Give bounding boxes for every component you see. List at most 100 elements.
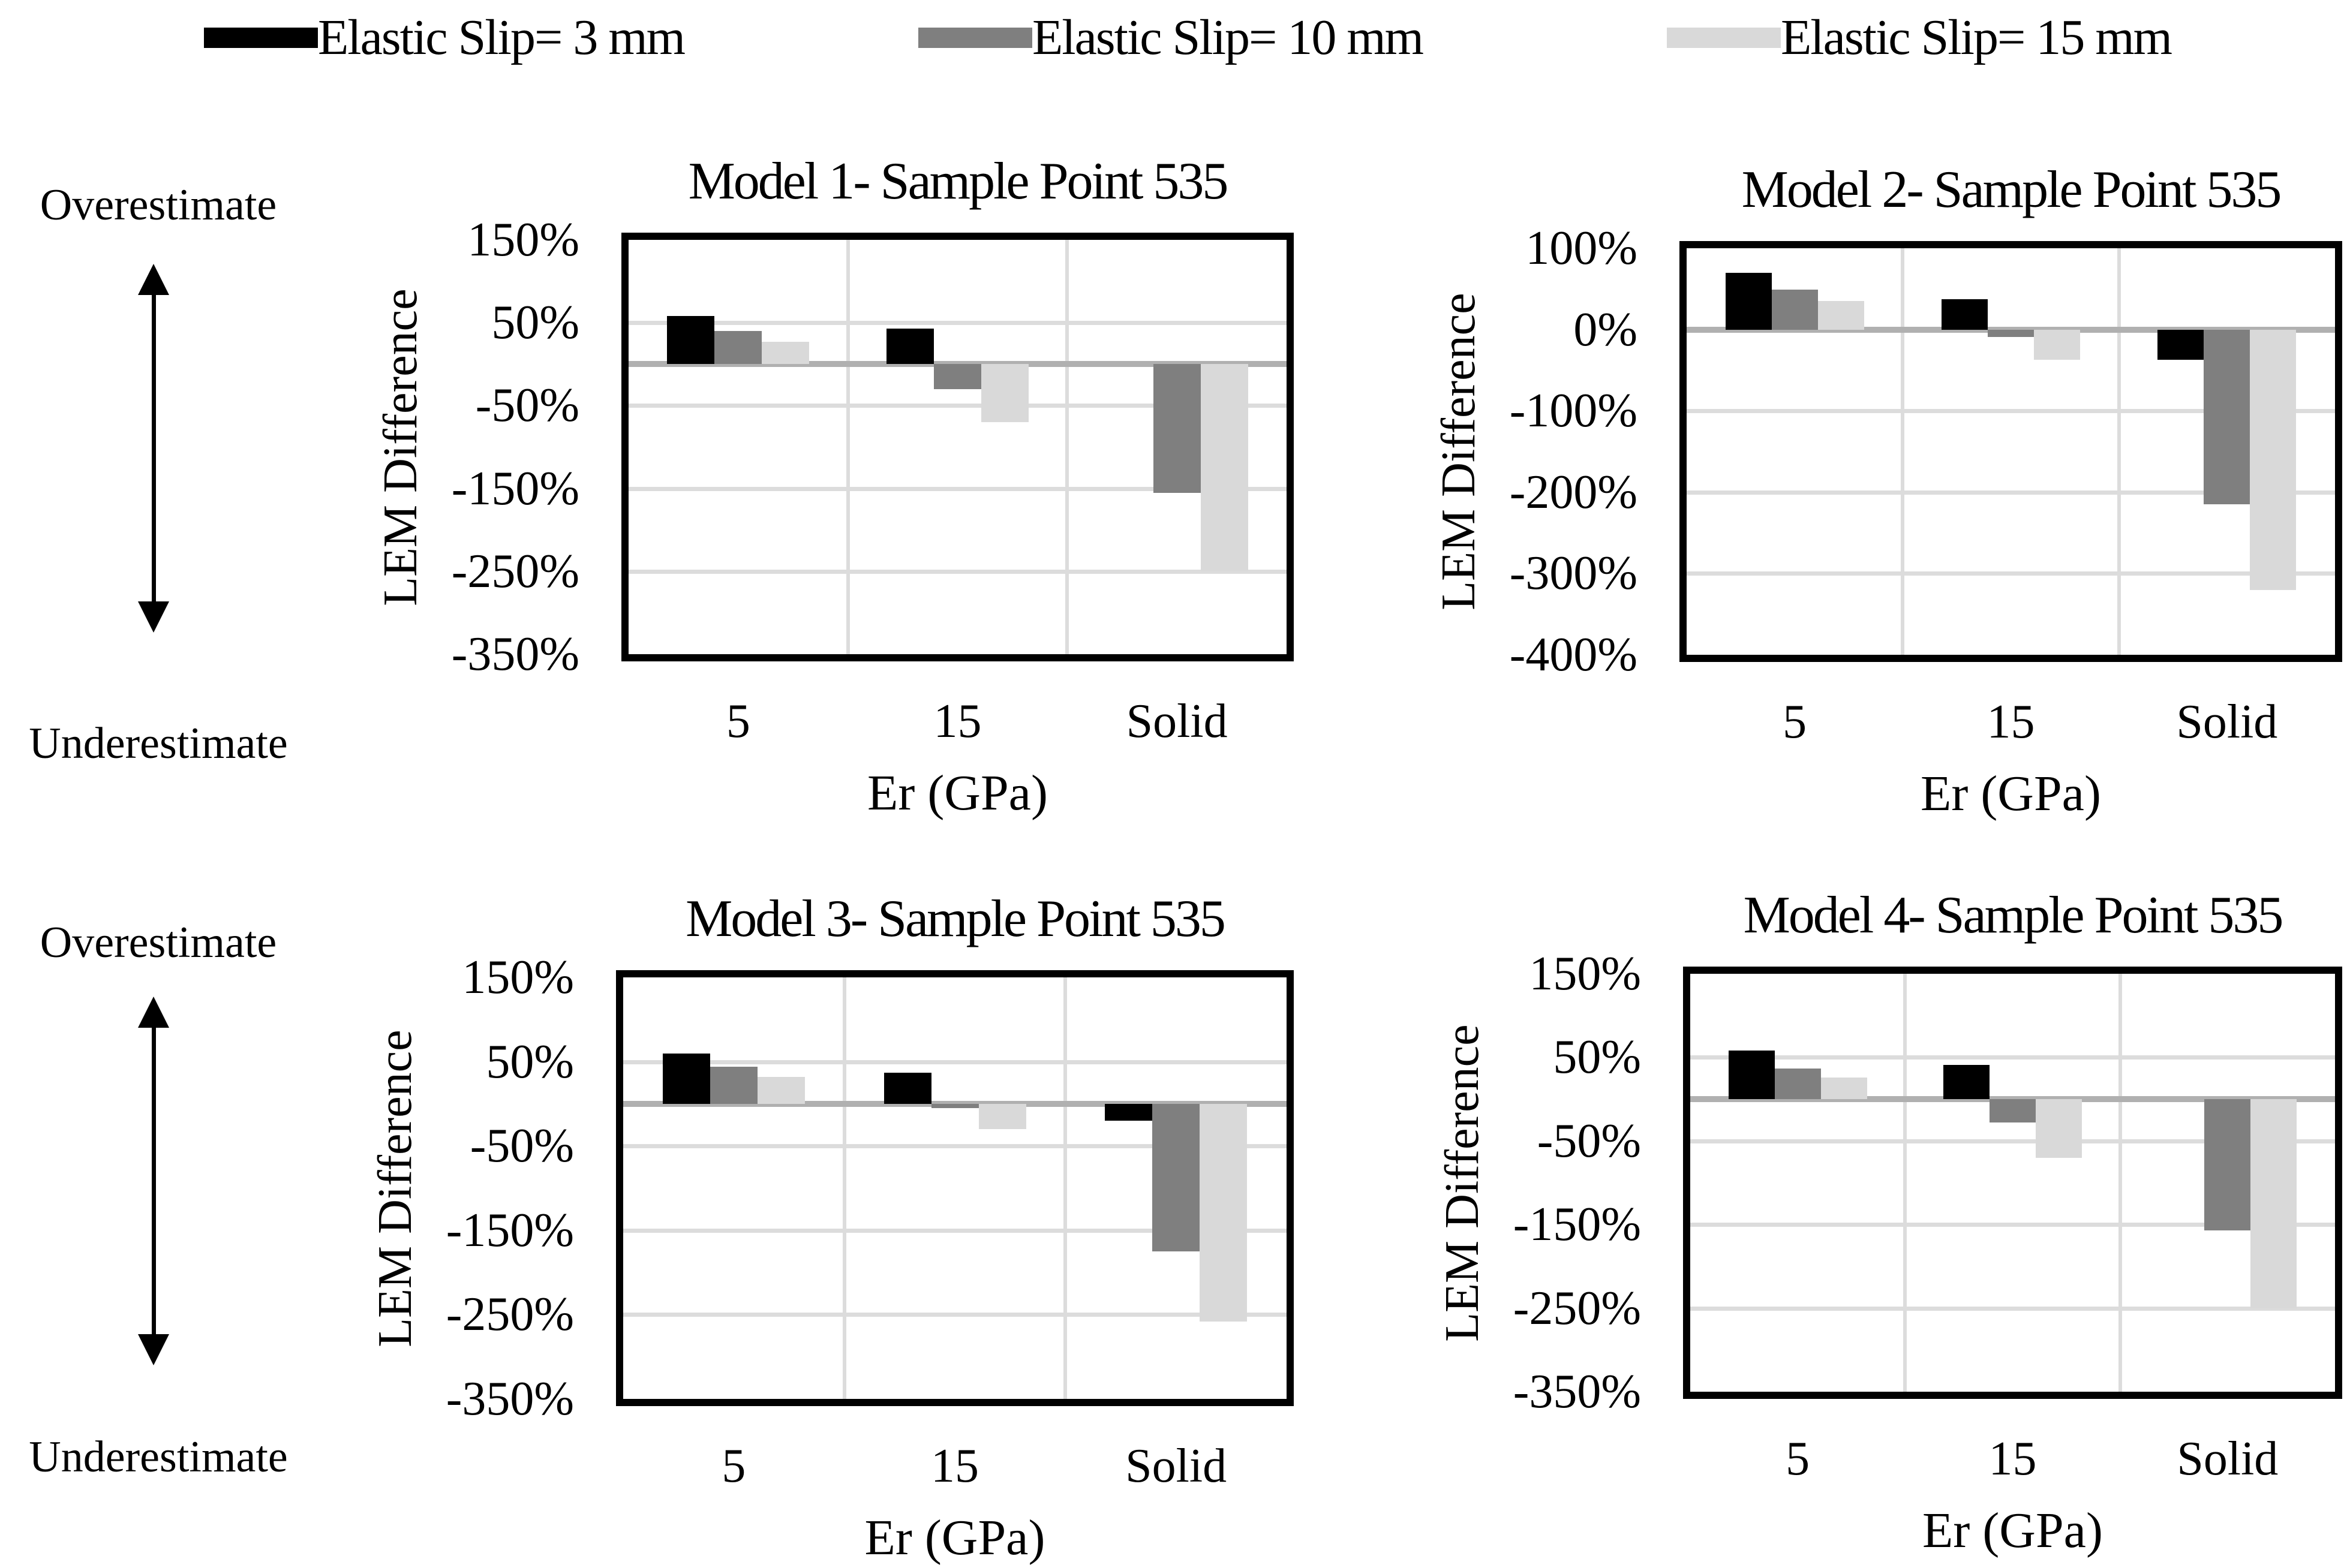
y-tick-label: -350% xyxy=(1513,1365,1641,1418)
gridline xyxy=(846,240,850,654)
bar xyxy=(1943,1064,1990,1100)
arrow-shaft xyxy=(151,1028,156,1334)
y-tick-label: -300% xyxy=(1509,547,1637,600)
y-tick-label: 150% xyxy=(467,213,579,266)
bar xyxy=(662,1053,710,1104)
legend-item: Elastic Slip= 3 mm xyxy=(204,5,686,71)
x-tick-label: Solid xyxy=(1126,695,1228,748)
bar xyxy=(978,1103,1026,1130)
y-tick-label: -350% xyxy=(451,628,579,681)
gridline xyxy=(1687,571,2335,576)
bar xyxy=(886,328,934,365)
bar xyxy=(1725,272,1772,330)
y-tick-label: -250% xyxy=(1513,1281,1641,1335)
gridline xyxy=(623,1228,1287,1233)
y-tick-label: -50% xyxy=(470,1119,574,1173)
gridline xyxy=(1690,1306,2335,1311)
bar xyxy=(2250,1099,2297,1308)
y-tick-label: -150% xyxy=(446,1203,574,1257)
y-axis-label: LEM Difference xyxy=(374,288,427,606)
bar xyxy=(1774,1068,1821,1100)
x-tick-label: 15 xyxy=(933,695,982,748)
gridline xyxy=(623,1060,1287,1064)
gridline xyxy=(2117,248,2121,655)
arrow-shaft xyxy=(151,295,156,601)
bar xyxy=(1771,290,1818,330)
y-axis-label: LEM Difference xyxy=(1432,293,1485,610)
bar xyxy=(2157,329,2204,360)
gridline xyxy=(1065,240,1069,654)
gridline xyxy=(1690,1223,2335,1227)
bar xyxy=(1152,1103,1200,1251)
y-tick-label: 150% xyxy=(462,951,574,1004)
bar xyxy=(1200,364,1248,571)
legend-item: Elastic Slip= 10 mm xyxy=(918,5,1424,71)
bar xyxy=(1988,329,2034,337)
y-axis-label: LEM Difference xyxy=(369,1029,422,1347)
y-tick-label: -400% xyxy=(1509,628,1637,681)
arrow-down-head xyxy=(138,1334,169,1365)
gridline xyxy=(1063,977,1068,1399)
y-tick-label: -150% xyxy=(451,462,579,515)
double-arrow-icon xyxy=(138,264,169,633)
arrow-up-head xyxy=(138,264,169,295)
y-tick-label: -50% xyxy=(1537,1114,1641,1167)
y-tick-label: -100% xyxy=(1509,384,1637,438)
legend-label: Elastic Slip= 3 mm xyxy=(318,10,686,65)
chart-title: Model 4- Sample Point 535 xyxy=(1743,886,2284,944)
gridline xyxy=(623,1313,1287,1317)
chart-title: Model 3- Sample Point 535 xyxy=(686,890,1226,948)
x-tick-label: 5 xyxy=(726,695,750,748)
y-axis-label: LEM Difference xyxy=(1436,1024,1489,1342)
y-tick-label: 50% xyxy=(491,296,579,350)
y-tick-label: 50% xyxy=(486,1035,574,1088)
bar xyxy=(934,364,981,389)
x-axis-label: Er (GPa) xyxy=(1922,1503,2103,1558)
gridline xyxy=(623,1144,1287,1149)
x-tick-label: 15 xyxy=(1988,1432,2037,1485)
gridline xyxy=(2118,974,2122,1392)
gridline xyxy=(1690,1139,2335,1143)
gridline xyxy=(1903,974,1907,1392)
bar xyxy=(2204,1099,2251,1230)
bar xyxy=(1200,1103,1248,1322)
double-arrow-icon xyxy=(138,997,169,1365)
chart-title: Model 2- Sample Point 535 xyxy=(1741,161,2282,219)
legend-swatch-gray xyxy=(918,28,1032,48)
x-tick-label: 5 xyxy=(1783,696,1807,748)
y-tick-label: -350% xyxy=(446,1373,574,1425)
chart-title: Model 1- Sample Point 535 xyxy=(688,152,1229,210)
legend-label: Elastic Slip= 10 mm xyxy=(1032,10,1424,65)
arrow-down-head xyxy=(138,601,169,633)
bar xyxy=(2250,329,2297,590)
gridline xyxy=(1687,409,2335,414)
y-tick-label: -250% xyxy=(446,1288,574,1341)
gridline xyxy=(842,977,846,1399)
legend-swatch-black xyxy=(204,28,318,48)
legend: Elastic Slip= 3 mm Elastic Slip= 10 mm E… xyxy=(0,0,2347,72)
y-tick-label: -50% xyxy=(475,379,579,432)
bar xyxy=(2204,329,2250,505)
x-tick-label: 15 xyxy=(1987,696,2035,748)
y-tick-label: 50% xyxy=(1553,1031,1641,1084)
gridline xyxy=(629,569,1287,574)
y-tick-label: -250% xyxy=(451,544,579,598)
bar xyxy=(757,1076,805,1104)
bar xyxy=(1153,364,1201,493)
bar xyxy=(883,1072,931,1104)
y-tick-label: 0% xyxy=(1573,303,1637,356)
x-axis-label: Er (GPa) xyxy=(864,1510,1045,1566)
bar xyxy=(1820,1077,1867,1100)
overestimate-label: Overestimate xyxy=(40,918,277,967)
y-tick-label: -200% xyxy=(1509,465,1637,519)
bar xyxy=(1942,299,1988,330)
underestimate-label: Underestimate xyxy=(29,1432,288,1482)
gridline xyxy=(629,404,1287,408)
bar xyxy=(714,331,762,365)
x-tick-label: 5 xyxy=(722,1440,746,1492)
bar xyxy=(931,1103,979,1108)
x-axis-label: Er (GPa) xyxy=(867,765,1048,821)
bar xyxy=(667,316,715,365)
y-tick-label: 100% xyxy=(1525,222,1637,275)
x-tick-label: 15 xyxy=(931,1440,979,1492)
